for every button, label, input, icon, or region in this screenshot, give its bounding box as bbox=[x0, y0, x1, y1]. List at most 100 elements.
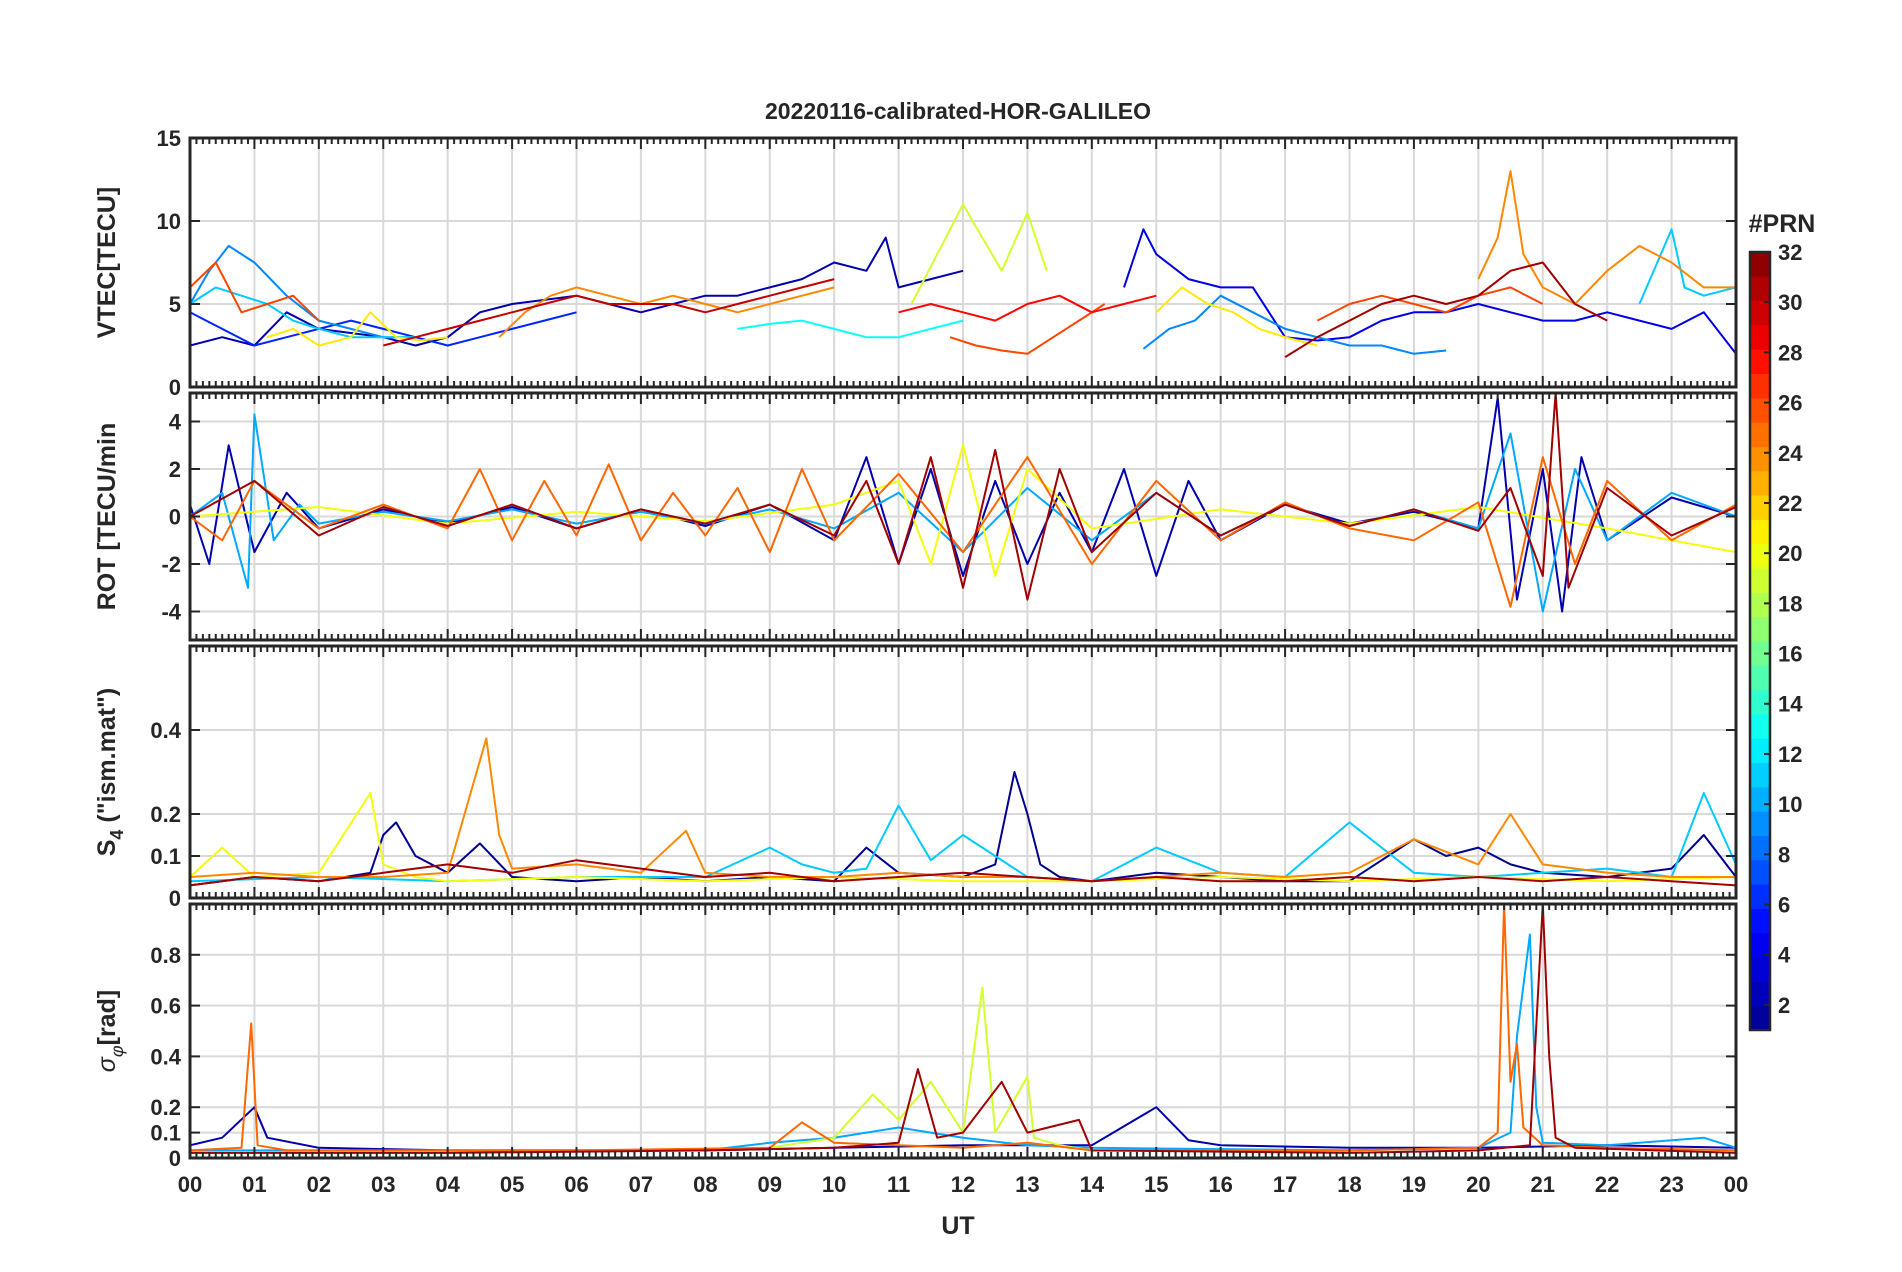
y-tick-label: 2 bbox=[169, 457, 181, 482]
series-line-prn-26 bbox=[949, 303, 1106, 355]
colorbar-segment bbox=[1750, 519, 1770, 545]
colorbar-tick-label: 30 bbox=[1778, 290, 1802, 315]
colorbar-segment bbox=[1750, 762, 1770, 788]
x-tick-label: 21 bbox=[1531, 1172, 1555, 1197]
series-line-prn-1 bbox=[190, 771, 1736, 887]
y-tick-label: 10 bbox=[157, 209, 181, 234]
y-axis-label: σφ[rad] bbox=[93, 990, 127, 1072]
series-group bbox=[190, 393, 1736, 613]
series-line-prn-26 bbox=[190, 261, 320, 322]
colorbar-frame bbox=[1748, 250, 1772, 1032]
series-group bbox=[190, 737, 1736, 887]
y-tick-label: -2 bbox=[161, 552, 181, 577]
y-tick-label: 0 bbox=[169, 1146, 181, 1171]
series-line-prn-31 bbox=[190, 904, 1736, 1154]
y-tick-label: 4 bbox=[169, 410, 182, 435]
colorbar-segment bbox=[1750, 884, 1770, 909]
x-tick-label: 09 bbox=[758, 1172, 782, 1197]
series-line-prn-31 bbox=[190, 859, 1736, 887]
y-axis-label: S4 ("ism.mat") bbox=[93, 688, 127, 857]
y-tick-label: -4 bbox=[161, 600, 181, 625]
x-tick-label: 06 bbox=[564, 1172, 588, 1197]
series-line-prn-11 bbox=[1638, 228, 1736, 305]
x-tick-label: 11 bbox=[887, 1172, 910, 1197]
colorbar-tick-label: 18 bbox=[1778, 591, 1802, 616]
x-tick-label: 05 bbox=[500, 1172, 524, 1197]
colorbar-segment bbox=[1750, 422, 1770, 447]
series-line-prn-25 bbox=[190, 904, 1736, 1152]
x-tick-label: 16 bbox=[1208, 1172, 1232, 1197]
x-tick-label: 18 bbox=[1337, 1172, 1361, 1197]
series-line-prn-31 bbox=[1284, 261, 1608, 358]
x-tick-label: 23 bbox=[1659, 1172, 1683, 1197]
series-line-prn-19 bbox=[769, 986, 1092, 1152]
series-line-prn-20 bbox=[190, 792, 1736, 883]
y-tick-label: 0 bbox=[169, 375, 181, 400]
series-line-prn-24 bbox=[498, 286, 835, 338]
colorbar-tick-label: 8 bbox=[1778, 842, 1790, 867]
colorbar-segment bbox=[1750, 1005, 1770, 1031]
colorbar-tick-label: 2 bbox=[1778, 993, 1790, 1018]
colorbar-segment bbox=[1750, 932, 1770, 958]
chart-title: 20220116-calibrated-HOR-GALILEO bbox=[765, 98, 1151, 124]
panel-3: 0 0.1 0.2 0.4 S4 ("ism.mat") bbox=[93, 644, 1738, 911]
colorbar-label: #PRN bbox=[1749, 210, 1816, 238]
x-tick-label: 10 bbox=[822, 1172, 846, 1197]
colorbar-segment bbox=[1750, 859, 1770, 885]
colorbar-segment bbox=[1750, 957, 1770, 982]
colorbar-segment bbox=[1750, 349, 1770, 375]
colorbar-segment bbox=[1750, 300, 1770, 326]
series-line-prn-30 bbox=[383, 278, 835, 347]
colorbar-segment bbox=[1750, 835, 1770, 861]
series-line-prn-13 bbox=[737, 319, 964, 339]
colorbar-segment bbox=[1750, 543, 1770, 569]
y-tick-label: 0.2 bbox=[150, 802, 181, 827]
y-tick-label: 0 bbox=[169, 505, 181, 530]
x-tick-label: 12 bbox=[951, 1172, 975, 1197]
y-tick-label: 0 bbox=[169, 886, 181, 911]
series-line-prn-21 bbox=[1155, 286, 1318, 347]
y-axis-label: VTEC[TECU] bbox=[93, 187, 121, 338]
x-tick-label: 17 bbox=[1273, 1172, 1297, 1197]
colorbar-tick-label: 20 bbox=[1778, 541, 1802, 566]
y-tick-label: 0.8 bbox=[150, 943, 181, 968]
colorbar-tick-label: 32 bbox=[1778, 240, 1802, 265]
series-line-prn-4 bbox=[1123, 228, 1736, 355]
colorbar-segment bbox=[1750, 811, 1770, 836]
colorbar-segment bbox=[1750, 665, 1770, 691]
x-tick-label: 13 bbox=[1015, 1172, 1039, 1197]
x-axis-label: UT bbox=[941, 1212, 974, 1240]
colorbar-tick-label: 14 bbox=[1778, 692, 1803, 717]
x-tick-label: 15 bbox=[1144, 1172, 1168, 1197]
series-line-prn-11 bbox=[190, 286, 416, 339]
x-tick-label: 01 bbox=[242, 1172, 266, 1197]
colorbar-segment bbox=[1750, 738, 1770, 764]
series-line-prn-21 bbox=[266, 311, 448, 347]
series-line-prn-20 bbox=[190, 444, 1736, 577]
series-line-prn-10 bbox=[190, 413, 1736, 613]
series-line-prn-28 bbox=[898, 294, 1157, 322]
colorbar-tick-label: 12 bbox=[1778, 742, 1802, 767]
colorbar-tick-label: 26 bbox=[1778, 391, 1802, 416]
x-tick-label: 20 bbox=[1466, 1172, 1490, 1197]
x-tick-label: 22 bbox=[1595, 1172, 1619, 1197]
series-line-prn-31 bbox=[190, 393, 1736, 601]
series-group bbox=[190, 170, 1736, 358]
y-tick-label: 0.1 bbox=[150, 844, 181, 869]
x-tick-label: 14 bbox=[1080, 1172, 1105, 1197]
colorbar-segment bbox=[1750, 592, 1770, 618]
y-axis-label: ROT [TECU/min bbox=[93, 423, 121, 611]
colorbar-segment bbox=[1750, 786, 1770, 812]
colorbar-tick-label: 22 bbox=[1778, 491, 1802, 516]
colorbar-tick-label: 4 bbox=[1778, 943, 1791, 968]
colorbar-segment bbox=[1750, 568, 1770, 593]
y-tick-label: 0.1 bbox=[150, 1121, 181, 1146]
series-line-prn-6 bbox=[190, 311, 577, 347]
colorbar-segment bbox=[1750, 495, 1770, 520]
colorbar-segment bbox=[1750, 713, 1770, 739]
x-tick-label: 07 bbox=[629, 1172, 653, 1197]
colorbar-tick-label: 6 bbox=[1778, 893, 1790, 918]
